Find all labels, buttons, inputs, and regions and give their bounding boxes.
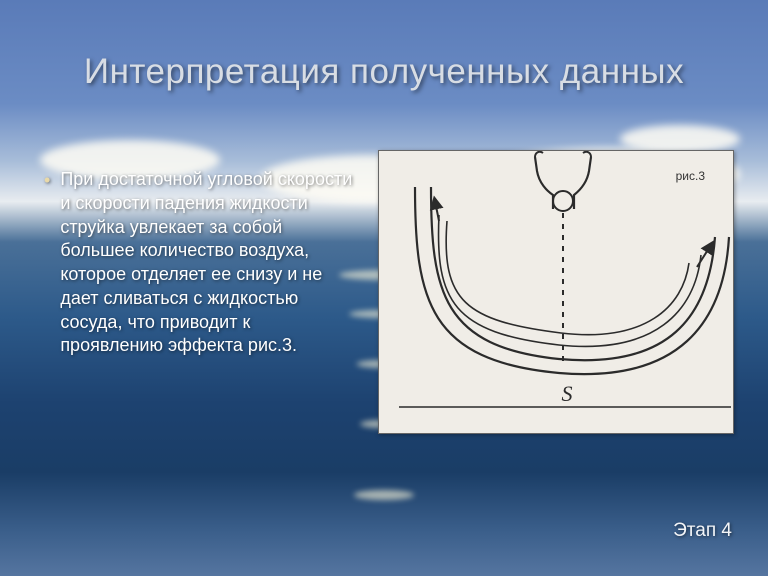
bullet-text: При достаточной угловой скорости и скоро… bbox=[60, 168, 354, 358]
water-glint bbox=[354, 490, 414, 500]
bullet-icon: • bbox=[44, 169, 50, 358]
figure-panel: рис.3 S bbox=[378, 150, 734, 434]
stage-label: Этап 4 bbox=[673, 520, 732, 542]
diagram-svg: S bbox=[379, 151, 735, 421]
figure-letter: S bbox=[562, 381, 573, 406]
figure-caption: рис.3 bbox=[676, 169, 705, 183]
slide: Интерпретация полученных данных • При до… bbox=[0, 0, 768, 576]
body-text: • При достаточной угловой скорости и ско… bbox=[44, 168, 354, 358]
cloud-decoration bbox=[620, 125, 740, 153]
slide-title: Интерпретация полученных данных bbox=[0, 52, 768, 92]
